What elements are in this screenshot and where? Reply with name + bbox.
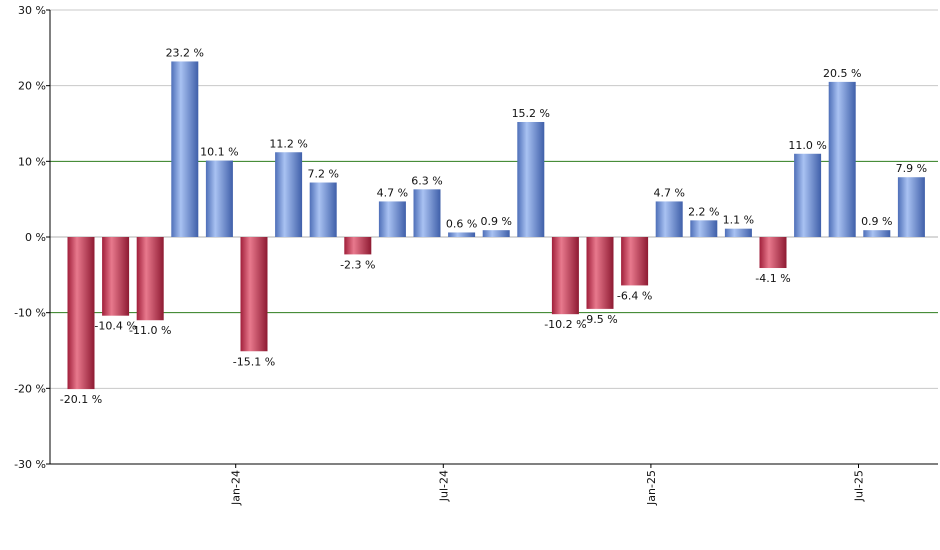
data-label: 0.9 % [480, 215, 511, 228]
bar [275, 152, 303, 237]
y-tick-label: -20 % [14, 382, 46, 395]
data-label: 4.7 % [653, 186, 684, 199]
bar [136, 237, 164, 321]
bar [309, 182, 337, 237]
data-label: -6.4 % [617, 289, 652, 302]
bar [517, 121, 545, 237]
bar [482, 230, 510, 237]
y-tick-label: 30 % [18, 4, 46, 17]
bar [205, 160, 233, 237]
y-tick-label: 0 % [25, 231, 46, 244]
y-tick-label: -30 % [14, 458, 46, 471]
x-tick-label: Jan-24 [230, 470, 243, 506]
data-labels: -20.1 % -10.4 %-11.0 % 23.2 % 10.1 % -15.1 %… [60, 46, 927, 406]
data-label: 7.9 % [896, 162, 927, 175]
bar [759, 237, 787, 269]
data-label: 20.5 % [823, 67, 861, 80]
bar [655, 201, 683, 237]
y-tick-label: -10 % [14, 307, 46, 320]
data-label: 7.2 % [307, 168, 338, 181]
data-label: -4.1 % [755, 272, 790, 285]
bar [828, 81, 856, 237]
data-label: 23.2 % [166, 46, 204, 59]
bar [551, 237, 579, 315]
data-label: -15.1 % [233, 355, 275, 368]
y-tick-label: 20 % [18, 80, 46, 93]
bar [67, 237, 95, 390]
data-label: 0.6 % [446, 217, 477, 230]
data-label: -9.5 % [582, 313, 617, 326]
bar [897, 177, 925, 237]
data-label: 1.1 % [723, 214, 754, 227]
data-label: -11.0 % [129, 324, 171, 337]
axes: -30 % -20 % -10 % 0 % 10 % 20 % 30 % Jan-24 Jul-… [14, 4, 938, 506]
data-label: -2.3 % [340, 258, 375, 271]
bars [67, 61, 925, 390]
x-tick-label: Jan-25 [645, 470, 658, 506]
data-label: 4.7 % [377, 186, 408, 199]
bar [344, 237, 372, 255]
data-label: 11.2 % [269, 137, 307, 150]
bar [794, 153, 822, 237]
bar [724, 228, 752, 237]
bar [171, 61, 199, 237]
data-label: 0.9 % [861, 215, 892, 228]
y-tick-label: 10 % [18, 155, 46, 168]
data-label: 2.2 % [688, 205, 719, 218]
bar [690, 220, 718, 237]
data-label: 10.1 % [200, 146, 238, 159]
data-label: -10.2 % [544, 318, 586, 331]
bar [413, 189, 441, 237]
data-label: 11.0 % [788, 139, 826, 152]
bar [621, 237, 649, 286]
bar [102, 237, 130, 316]
data-label: 6.3 % [411, 174, 442, 187]
data-label: -20.1 % [60, 393, 102, 406]
data-label: -10.4 % [94, 320, 136, 333]
bar [240, 237, 268, 352]
bar [448, 232, 476, 237]
bar [586, 237, 614, 309]
x-tick-label: Jul-24 [437, 470, 450, 502]
data-label: 15.2 % [512, 107, 550, 120]
bar [863, 230, 891, 237]
x-tick-label: Jul-25 [853, 470, 866, 502]
bar [378, 201, 406, 237]
